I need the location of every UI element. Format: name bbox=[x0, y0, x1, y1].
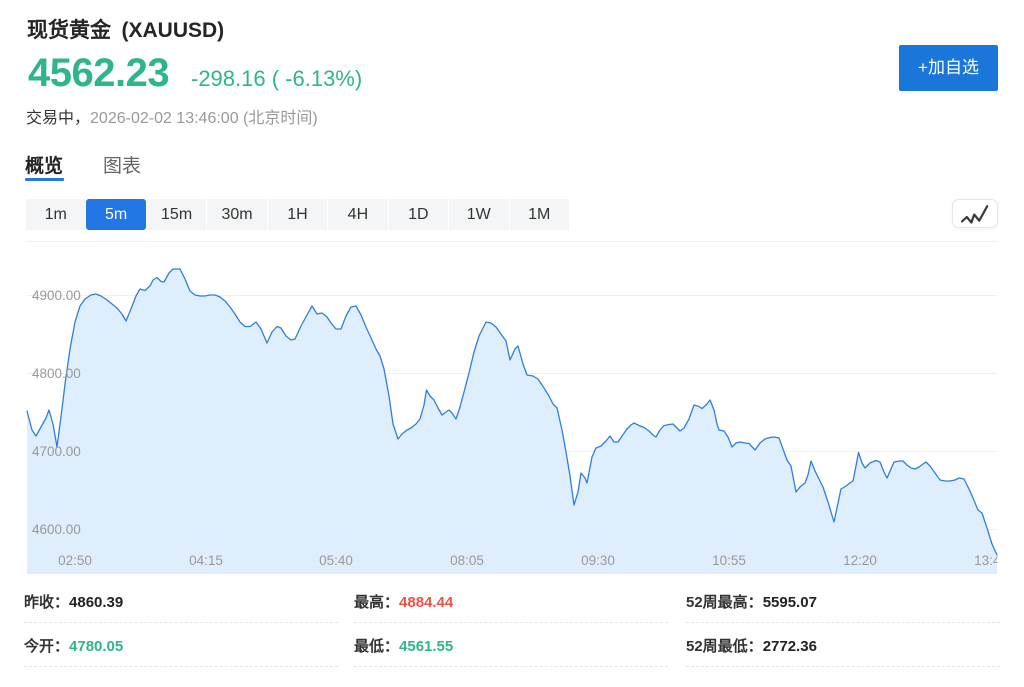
svg-text:4600.00: 4600.00 bbox=[32, 522, 81, 537]
svg-text:04:15: 04:15 bbox=[189, 553, 223, 568]
svg-text:09:30: 09:30 bbox=[581, 553, 615, 568]
svg-text:08:05: 08:05 bbox=[450, 553, 484, 568]
svg-text:4700.00: 4700.00 bbox=[32, 444, 81, 459]
svg-text:10:55: 10:55 bbox=[712, 553, 746, 568]
svg-text:05:40: 05:40 bbox=[319, 553, 353, 568]
svg-text:02:50: 02:50 bbox=[58, 553, 92, 568]
svg-text:12:20: 12:20 bbox=[843, 553, 877, 568]
svg-text:4900.00: 4900.00 bbox=[32, 288, 81, 303]
svg-text:4800.00: 4800.00 bbox=[32, 366, 81, 381]
